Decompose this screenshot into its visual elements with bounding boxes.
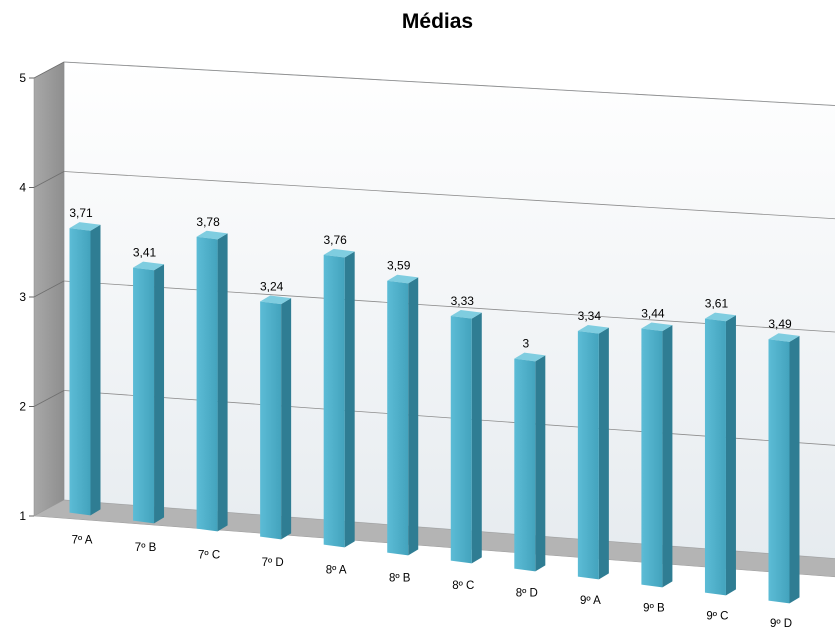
x-tick-label: 7º A (72, 534, 93, 546)
bar-front-face (387, 280, 409, 556)
data-label: 3,24 (260, 279, 284, 293)
side-gridline (33, 280, 65, 298)
x-tick-label: 7º B (135, 542, 157, 554)
bar (387, 274, 419, 556)
x-tick-label: 8º C (452, 580, 474, 592)
bar-top-face (641, 322, 673, 332)
bar-top-face (133, 261, 165, 271)
bar-top-face (577, 324, 609, 334)
bar (260, 295, 292, 540)
x-tick-label: 7º C (198, 550, 220, 562)
bar (577, 324, 609, 580)
x-tick-label: 9º B (643, 603, 665, 615)
bar (323, 248, 355, 548)
bar-top-face (69, 222, 101, 231)
bar (133, 261, 165, 524)
bar-front-face (768, 339, 790, 604)
bar-top-face (450, 310, 482, 319)
y-axis-ticks: 1 2 3 4 5 (19, 71, 34, 523)
bar-top-face (704, 312, 736, 322)
data-label: 3,44 (641, 306, 665, 320)
chart-title: Médias (401, 10, 474, 33)
bar-side-face (281, 298, 292, 540)
bar (450, 310, 482, 564)
y-tick-label: 4 (19, 181, 26, 195)
bar-side-face (408, 277, 419, 556)
data-labels: 3,71 3,41 3,78 3,24 3,76 3,59 3,33 3 3,34 3,44 3,6… (69, 206, 792, 351)
bar (641, 322, 673, 588)
x-tick-label: 9º C (706, 610, 728, 622)
data-label: 3 (522, 337, 529, 351)
y-tick-label: 3 (19, 290, 26, 304)
bar-front-face (641, 328, 663, 588)
gridline (63, 61, 835, 106)
bar (704, 312, 736, 596)
bar-front-face (704, 318, 726, 596)
bar-front-face (196, 236, 218, 532)
bar (196, 230, 228, 532)
bar (514, 352, 546, 572)
bar-top-face (514, 352, 546, 362)
y-tick-label: 1 (19, 509, 26, 523)
bar-side-face (598, 327, 609, 580)
bar-side-face (90, 224, 101, 516)
data-label: 3,59 (387, 259, 411, 273)
bar (768, 333, 800, 604)
data-label: 3,34 (578, 309, 602, 323)
y-tick-label: 2 (19, 400, 26, 414)
bar (69, 222, 101, 516)
bar-side-face (662, 325, 673, 588)
data-label: 3,61 (705, 297, 729, 311)
side-gridline (33, 61, 65, 79)
bar-front-face (577, 330, 599, 580)
data-label: 3,33 (451, 294, 475, 308)
data-label: 3,49 (768, 317, 792, 331)
bar-top-face (387, 274, 419, 284)
gridline (63, 171, 835, 220)
x-axis-labels: 7º A 7º B 7º C 7º D 8º A 8º B 8º C 8º D 9º A 9º B… (72, 534, 792, 630)
bar-top-face (260, 295, 292, 305)
bar-top-face (323, 248, 355, 258)
data-label: 3,71 (69, 206, 93, 220)
data-label: 3,41 (133, 246, 157, 260)
bar-top-face (768, 333, 800, 342)
bar-side-face (789, 335, 800, 604)
bars (69, 222, 800, 604)
x-tick-label: 8º D (516, 588, 538, 600)
x-tick-label: 8º B (389, 572, 411, 584)
y-tick-label: 5 (19, 71, 26, 85)
x-tick-label: 9º D (770, 618, 792, 630)
bar-side-face (154, 264, 165, 524)
bar-side-face (217, 233, 228, 532)
x-tick-label: 8º A (326, 565, 347, 577)
bar-side-face (725, 315, 736, 596)
bar-front-face (69, 228, 91, 516)
side-gridline (33, 390, 65, 407)
bar-side-face (535, 355, 546, 572)
bar-front-face (514, 358, 536, 572)
side-gridline (33, 171, 65, 188)
bar-front-face (133, 267, 155, 524)
bar-side-face (344, 251, 355, 548)
data-label: 3,78 (196, 215, 220, 229)
x-tick-label: 7º D (262, 557, 284, 569)
bar-front-face (323, 254, 345, 548)
bar-top-face (196, 230, 228, 240)
bar-side-face (471, 312, 482, 564)
bar-front-face (450, 316, 472, 564)
bar-front-face (260, 301, 282, 540)
x-tick-label: 9º A (580, 595, 601, 607)
data-label: 3,76 (324, 233, 348, 247)
